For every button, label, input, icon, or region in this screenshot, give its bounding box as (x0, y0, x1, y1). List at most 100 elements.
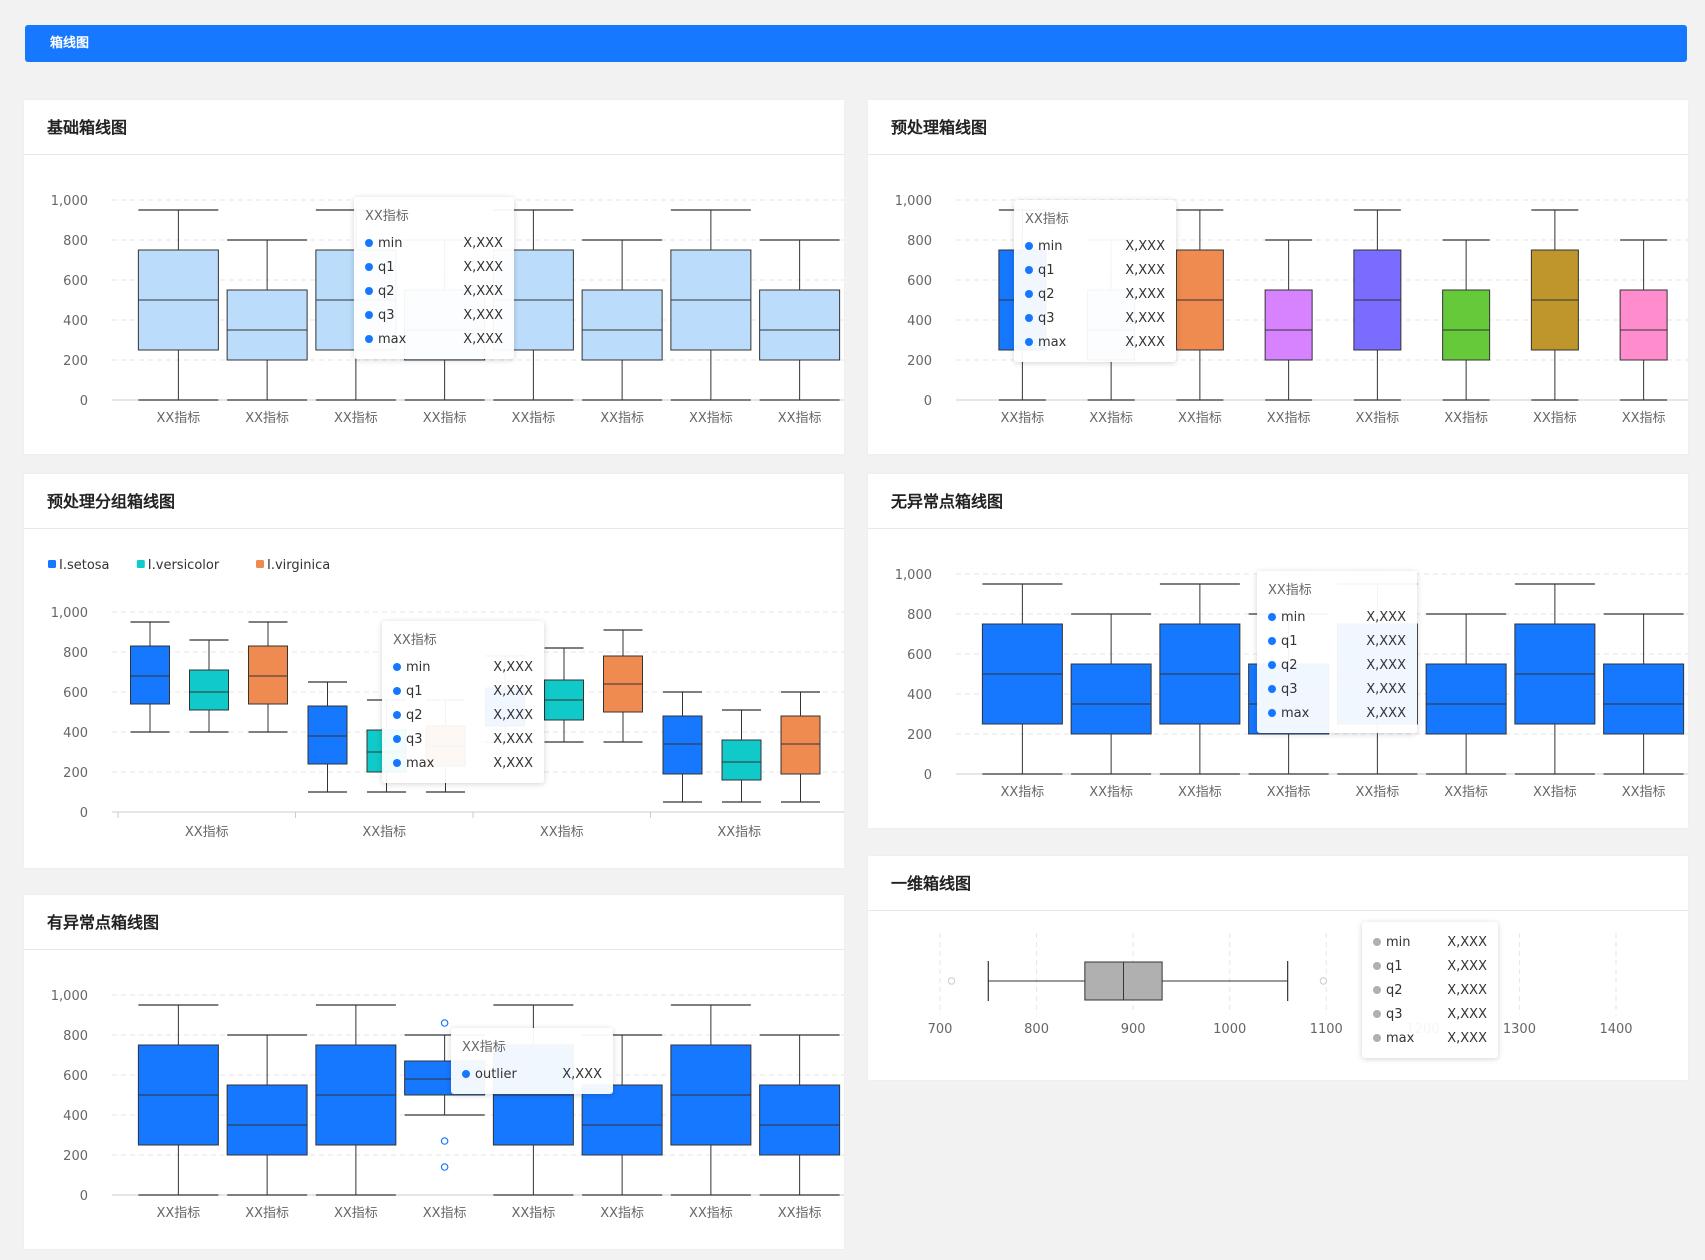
y-tick-label: 400 (907, 688, 932, 703)
outlier-point (440, 1137, 449, 1145)
tooltip-row-name: q3 (378, 307, 395, 323)
tooltip-row: q1 X,XXX (1268, 629, 1406, 653)
tooltip-dot (393, 759, 401, 767)
tooltip-dot (393, 687, 401, 695)
tooltip-row-value: X,XXX (1366, 681, 1406, 697)
box-body (1442, 289, 1491, 361)
tooltip-row-name: q3 (1386, 1006, 1403, 1022)
x-tick-label: XX指标 (511, 411, 555, 426)
box-body (1603, 663, 1685, 735)
x-tick-label: XX指标 (362, 825, 406, 840)
box-mark (1442, 239, 1491, 401)
x-tick-label: XX指标 (778, 1206, 822, 1221)
tooltip-row: min X,XXX (1025, 234, 1165, 258)
tooltip-row: q1 X,XXX (393, 679, 533, 703)
tooltip-row: q3 X,XXX (365, 303, 503, 327)
box-body (780, 715, 821, 775)
box-mark (603, 629, 643, 743)
tooltip-row-name: min (1281, 609, 1306, 625)
tooltip-row-value: X,XXX (463, 331, 503, 347)
tooltip-with-outlier: XX指标 outlier X,XXX (451, 1028, 613, 1094)
y-tick-label: 200 (63, 766, 88, 781)
tooltip-row-name: min (406, 659, 431, 675)
x-tick-label: XX指标 (1622, 785, 1666, 800)
y-tick-label: 200 (907, 354, 932, 369)
y-tick-label: 1,000 (895, 194, 932, 209)
box-body (307, 705, 348, 765)
card-title: 一维箱线图 (868, 856, 1688, 911)
card-one-dim-boxplot: 一维箱线图 70080090010001100120013001400 minX… (868, 856, 1688, 1080)
y-tick-label: 400 (907, 314, 932, 329)
box-body (189, 669, 229, 711)
tooltip-dot (1025, 338, 1033, 346)
card-basic-boxplot: 基础箱线图 0 200 400 600 800 1,000 XX指标 XX指标 XX指标 XX指标… (24, 100, 844, 454)
x-tick-label: 800 (1024, 1022, 1049, 1037)
tooltip-row-name: q2 (378, 283, 395, 299)
x-tick-label: XX指标 (1000, 411, 1044, 426)
x-tick-label: XX指标 (689, 1206, 733, 1221)
box-body (226, 289, 308, 361)
tooltip-row-name: q2 (1386, 982, 1403, 998)
x-tick-label: XX指标 (1089, 785, 1133, 800)
tooltip-row-name: max (1281, 705, 1310, 721)
tooltip-row-name: q1 (1038, 262, 1055, 278)
box-body (581, 1084, 663, 1156)
outlier-point (440, 1163, 449, 1171)
tooltip-row: outlier X,XXX (462, 1062, 602, 1086)
x-tick-label: XX指标 (600, 411, 644, 426)
box-mark (1603, 613, 1685, 775)
y-tick-label: 0 (80, 806, 88, 821)
x-tick-label: XX指标 (1267, 411, 1311, 426)
outlier-point (440, 1019, 449, 1027)
tooltip-basic: XX指标 min X,XXX q1 X,XXX q2 X,XXX q3 X,XXX max X,XX… (354, 197, 514, 359)
box-mark (1159, 583, 1241, 775)
tooltip-row-name: q1 (1281, 633, 1298, 649)
tooltip-row-name: q3 (1038, 310, 1055, 326)
box-mark (307, 681, 348, 793)
box-mark (759, 1034, 841, 1196)
box-body (721, 739, 762, 781)
x-tick-label: XX指标 (1178, 411, 1222, 426)
tooltip-row-name: q2 (406, 707, 423, 723)
y-tick-label: 1,000 (51, 606, 88, 621)
tooltip-row-name: q3 (406, 731, 423, 747)
tooltip-title: XX指标 (462, 1040, 506, 1055)
tooltip-dot (1373, 986, 1381, 994)
tooltip-row-name: outlier (475, 1066, 517, 1082)
x-tick-label: XX指标 (185, 825, 229, 840)
legend-label: I.setosa (59, 558, 110, 573)
tooltip-dot (1268, 613, 1276, 621)
box-mark (1530, 209, 1579, 401)
y-tick-label: 1,000 (51, 194, 88, 209)
x-tick-label: XX指标 (1178, 785, 1222, 800)
x-tick-label: XX指标 (1355, 785, 1399, 800)
tooltip-row: q3 X,XXX (1025, 306, 1165, 330)
chart-preprocess[interactable]: 0 200 400 600 800 1,000 XX指标 XX指标 XX指标 XX指标 XX指标 XX… (868, 155, 1688, 454)
tooltip-row-value: X,XXX (493, 731, 533, 747)
legend-label: I.versicolor (148, 558, 220, 573)
tooltip-title: XX指标 (393, 633, 437, 648)
x-tick-label: XX指标 (245, 411, 289, 426)
tooltip-row-name: q2 (1038, 286, 1055, 302)
chart-one-dim[interactable]: 70080090010001100120013001400 (868, 911, 1688, 1080)
x-tick-label: 1100 (1310, 1022, 1343, 1037)
x-tick-label: XX指标 (778, 411, 822, 426)
tooltip-row-value: X,XXX (1366, 657, 1406, 673)
box-mark (137, 1004, 219, 1196)
box-mark (226, 1034, 308, 1196)
tooltip-title: XX指标 (365, 209, 409, 224)
y-tick-label: 0 (80, 1189, 88, 1204)
x-tick-label: XX指标 (689, 411, 733, 426)
box-body (1264, 289, 1313, 361)
tooltip-row-value: X,XXX (493, 707, 533, 723)
tooltip-row: max X,XXX (1268, 701, 1406, 725)
x-tick-label: 1000 (1213, 1022, 1246, 1037)
y-tick-label: 0 (80, 394, 88, 409)
card-title: 预处理箱线图 (868, 100, 1688, 155)
box-mark (137, 209, 219, 401)
box-mark (1514, 583, 1596, 775)
y-tick-label: 0 (924, 768, 932, 783)
tooltip-row: max X,XXX (1025, 330, 1165, 354)
tooltip-row: min X,XXX (365, 231, 503, 255)
